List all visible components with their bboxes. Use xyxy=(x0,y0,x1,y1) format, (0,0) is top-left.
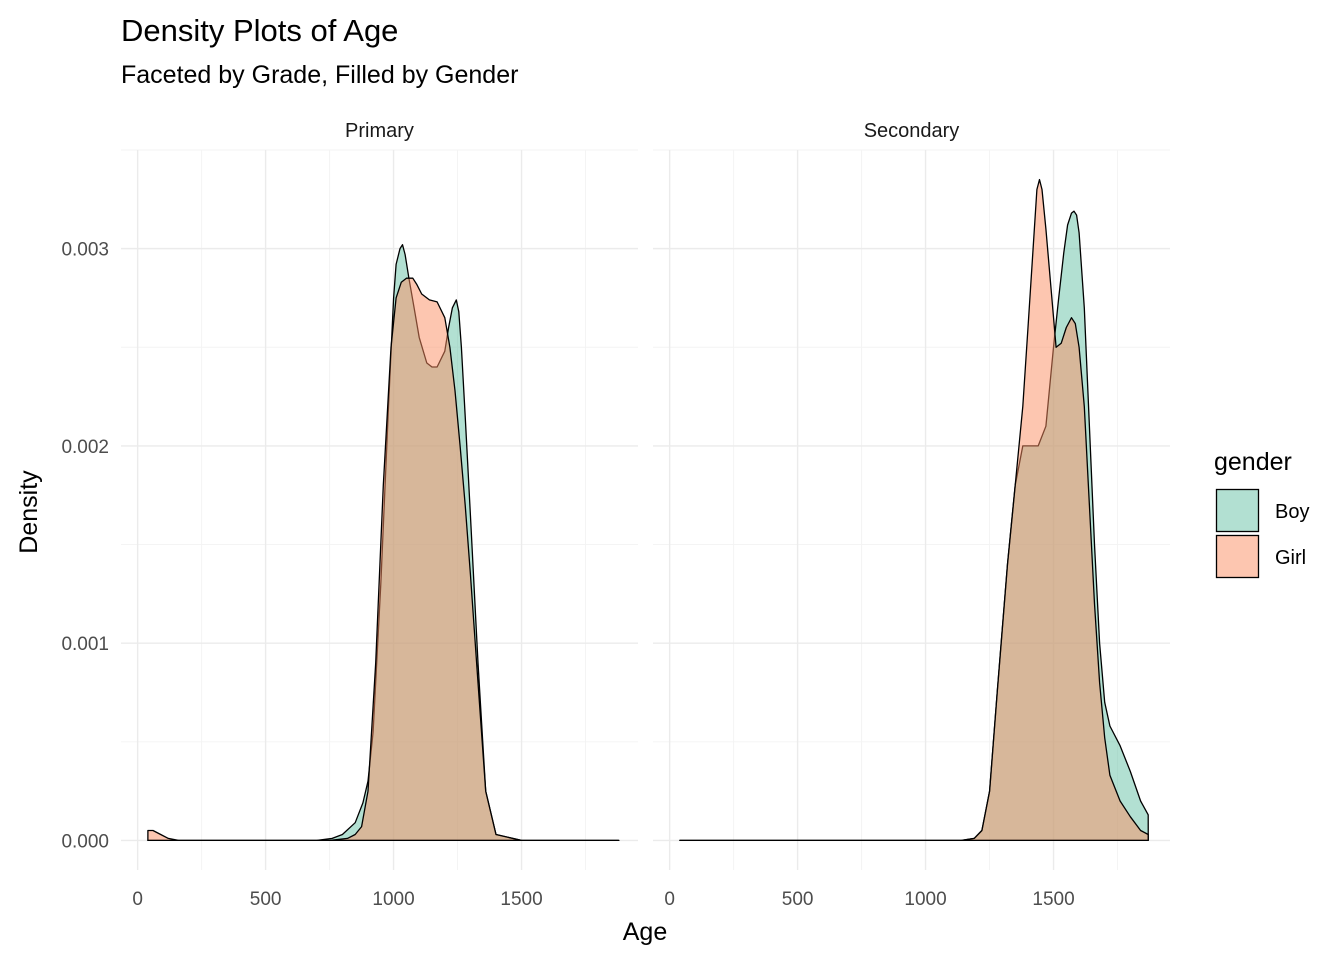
facet-label-primary: Primary xyxy=(345,120,414,142)
x-tick-label: 0 xyxy=(132,889,143,910)
panel-primary: Primary 0 500 1000 1500 xyxy=(121,120,638,910)
legend: Boy Girl xyxy=(1215,488,1309,579)
legend-swatch-boy xyxy=(1215,488,1260,533)
x-tick-label: 1500 xyxy=(500,889,542,910)
panel-secondary: Secondary 0 500 1000 1500 xyxy=(653,120,1170,910)
facet-label-secondary: Secondary xyxy=(864,120,960,142)
x-tick-label: 500 xyxy=(782,889,814,910)
y-axis-title: Density xyxy=(15,470,43,554)
y-tick-label: 0.000 xyxy=(61,831,109,852)
x-tick-label: 0 xyxy=(664,889,675,910)
legend-label-boy: Boy xyxy=(1275,501,1309,523)
y-tick-label: 0.003 xyxy=(61,240,109,261)
y-tick-label: 0.002 xyxy=(61,437,109,458)
density-area-primary-girl xyxy=(147,277,620,842)
x-tick-label: 1000 xyxy=(372,889,414,910)
legend-title: gender xyxy=(1214,448,1292,476)
chart-subtitle: Faceted by Grade, Filled by Gender xyxy=(121,61,518,89)
legend-label-girl: Girl xyxy=(1275,547,1306,569)
chart-title: Density Plots of Age xyxy=(121,13,398,48)
plot-area: Primary 0 500 1000 1500 Secondary 0 500 1000 1500… xyxy=(61,120,1309,910)
x-axis-title: Age xyxy=(623,918,667,946)
x-tick-label: 500 xyxy=(250,889,282,910)
x-tick-label: 1000 xyxy=(904,889,946,910)
density-area-secondary-girl xyxy=(679,178,1149,842)
legend-swatch-girl xyxy=(1215,534,1260,579)
y-tick-label: 0.001 xyxy=(61,634,109,655)
x-tick-label: 1500 xyxy=(1032,889,1074,910)
